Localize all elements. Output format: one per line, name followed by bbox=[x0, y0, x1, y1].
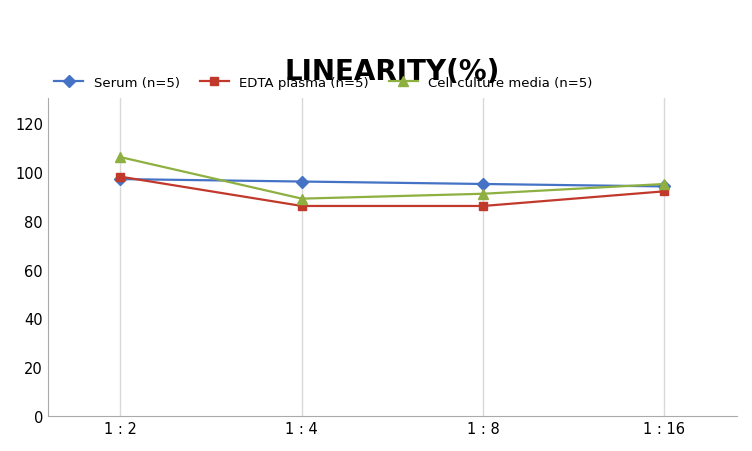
Line: Cell culture media (n=5): Cell culture media (n=5) bbox=[116, 153, 669, 204]
Serum (n=5) bbox=[116, 177, 125, 182]
Line: Serum (n=5): Serum (n=5) bbox=[117, 175, 669, 191]
Cell culture media (n=5) bbox=[660, 182, 669, 187]
Title: LINEARITY(%): LINEARITY(%) bbox=[285, 58, 500, 86]
Line: EDTA plasma (n=5): EDTA plasma (n=5) bbox=[117, 173, 669, 211]
Serum (n=5) bbox=[660, 184, 669, 190]
EDTA plasma (n=5) bbox=[116, 175, 125, 180]
Cell culture media (n=5) bbox=[116, 155, 125, 161]
Cell culture media (n=5) bbox=[478, 192, 487, 197]
EDTA plasma (n=5) bbox=[297, 204, 306, 209]
Serum (n=5) bbox=[297, 179, 306, 185]
Cell culture media (n=5) bbox=[297, 197, 306, 202]
EDTA plasma (n=5) bbox=[478, 204, 487, 209]
EDTA plasma (n=5) bbox=[660, 189, 669, 194]
Serum (n=5) bbox=[478, 182, 487, 187]
Legend: Serum (n=5), EDTA plasma (n=5), Cell culture media (n=5): Serum (n=5), EDTA plasma (n=5), Cell cul… bbox=[54, 77, 593, 89]
